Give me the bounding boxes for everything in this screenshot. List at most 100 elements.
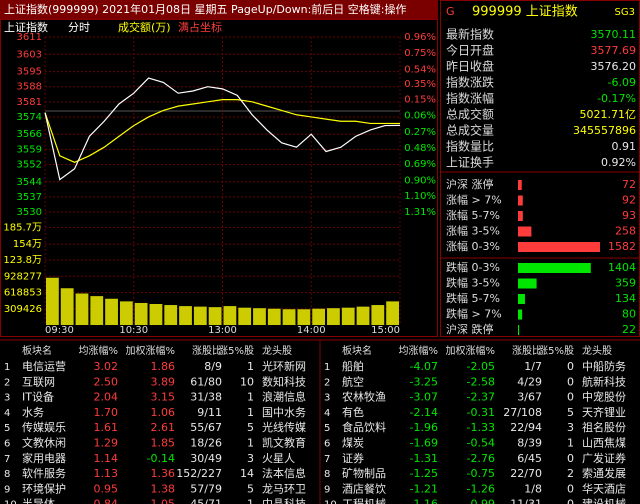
volume-bar — [371, 305, 385, 325]
breadth-bar — [518, 325, 520, 335]
cell: 有色 — [342, 405, 364, 419]
volume-bar — [341, 307, 355, 325]
volume-bar — [312, 308, 326, 325]
breadth-label: 跌幅 3-5% — [446, 276, 500, 290]
cell: 光环新网 — [262, 359, 306, 373]
breadth-value: 1582 — [608, 240, 636, 253]
volume-bar — [223, 306, 237, 325]
cell: 航空 — [342, 374, 364, 388]
cell: -1.33 — [467, 421, 495, 434]
panel-label: 指数涨幅 — [446, 91, 494, 106]
cell: 1.61 — [94, 421, 119, 434]
cell: 食品饮料 — [342, 420, 386, 434]
cell: 火星人 — [262, 452, 295, 465]
title: 上证指数(999999) 2021年01月08日 星期五 PageUp/Down… — [4, 2, 407, 16]
x-tick-label: 10:30 — [119, 325, 148, 336]
cell: 1 — [567, 437, 574, 450]
y-tick-label: 3530 — [17, 207, 42, 218]
cell: -2.76 — [467, 452, 495, 465]
cell: 祖名股份 — [582, 420, 626, 434]
cell: 9/11 — [197, 406, 222, 419]
y-tick-label: 3581 — [17, 97, 42, 108]
breadth-value: 93 — [622, 209, 636, 222]
breadth-bar — [518, 226, 532, 237]
breadth-bar — [518, 278, 537, 289]
cell: -0.99 — [467, 498, 495, 504]
column-header: 涨5%股 — [218, 345, 254, 357]
cell: -2.37 — [467, 391, 495, 404]
volume-bar — [60, 288, 74, 325]
cell: -3.25 — [410, 375, 438, 388]
cell: 2 — [567, 467, 574, 480]
volume-bar — [134, 302, 148, 325]
cell: 建设机械 — [582, 497, 626, 504]
y2-tick-label: 0.35% — [404, 79, 436, 90]
cell: 2 — [4, 377, 10, 388]
y-tick-label: 3603 — [17, 49, 42, 60]
breadth-value: 72 — [622, 178, 636, 191]
cell: 1.05 — [151, 498, 176, 504]
cell: 0 — [567, 391, 574, 404]
cell: 0 — [567, 360, 574, 373]
cell: 软件服务 — [22, 466, 66, 480]
panel-value: -6.09 — [608, 76, 636, 89]
x-tick-label: 14:00 — [297, 325, 326, 336]
cell: 文教休闲 — [22, 436, 66, 450]
y2-tick-label: 0.27% — [404, 127, 436, 138]
y2-tick-label: 0.69% — [404, 159, 436, 170]
cell: 2.04 — [94, 391, 119, 404]
cell: 18/26 — [190, 437, 222, 450]
y2-tick-label: 0.96% — [404, 32, 436, 43]
breadth-bar — [518, 211, 523, 221]
cell: 船舶 — [342, 359, 364, 373]
breadth-value: 92 — [622, 194, 636, 207]
cell: 9 — [324, 484, 330, 495]
cell: -3.07 — [410, 391, 438, 404]
cell: 14 — [240, 467, 254, 480]
cell: 4 — [4, 408, 10, 419]
y2-tick-label: 0.54% — [404, 64, 436, 75]
cell: 8 — [4, 469, 10, 480]
breadth-label: 涨幅 5-7% — [446, 209, 500, 222]
cell: 0.95 — [94, 482, 119, 495]
y-tick-label: 3611 — [17, 32, 42, 43]
cell: 1.13 — [94, 467, 119, 480]
cell: 1 — [247, 391, 254, 404]
column-header: 龙头股 — [582, 344, 612, 357]
cell: 山西焦煤 — [582, 437, 626, 450]
legend-label: 成交额(万) — [118, 20, 171, 34]
cell: 索通发展 — [582, 466, 626, 480]
panel-value: 0.91 — [612, 140, 637, 153]
cell: -1.26 — [467, 482, 495, 495]
cell: 3.89 — [151, 375, 176, 388]
cell: 1.85 — [151, 437, 176, 450]
volume-tick-label: 154万 — [13, 239, 42, 250]
cell: 1 — [4, 362, 10, 373]
column-header: 均涨幅% — [398, 344, 438, 357]
cell: 凯文教育 — [262, 436, 306, 450]
cell: 半导体 — [22, 497, 55, 504]
column-header: 龙头股 — [262, 344, 292, 357]
breadth-value: 1404 — [608, 261, 636, 274]
cell: 5 — [247, 482, 254, 495]
cell: 浪潮信息 — [262, 390, 306, 404]
cell: -4.07 — [410, 360, 438, 373]
cell: -2.05 — [467, 360, 495, 373]
breadth-bar — [518, 180, 522, 190]
volume-bar — [253, 308, 266, 325]
breadth-bar — [518, 242, 600, 252]
cell: 1 — [247, 360, 254, 373]
panel-label: 昨日收盘 — [446, 59, 494, 74]
breadth-value: 80 — [622, 308, 636, 321]
panel-value: 3577.69 — [591, 44, 637, 57]
cell: 证券 — [342, 451, 364, 465]
cell: -1.31 — [410, 452, 438, 465]
cell: 国中水务 — [262, 406, 306, 419]
cell: 4/29 — [517, 375, 542, 388]
cell: 5 — [247, 421, 254, 434]
panel-label: 最新指数 — [446, 27, 494, 42]
cell: 1.38 — [151, 482, 176, 495]
y-tick-label: 3559 — [17, 144, 42, 155]
cell: 3 — [324, 393, 330, 404]
